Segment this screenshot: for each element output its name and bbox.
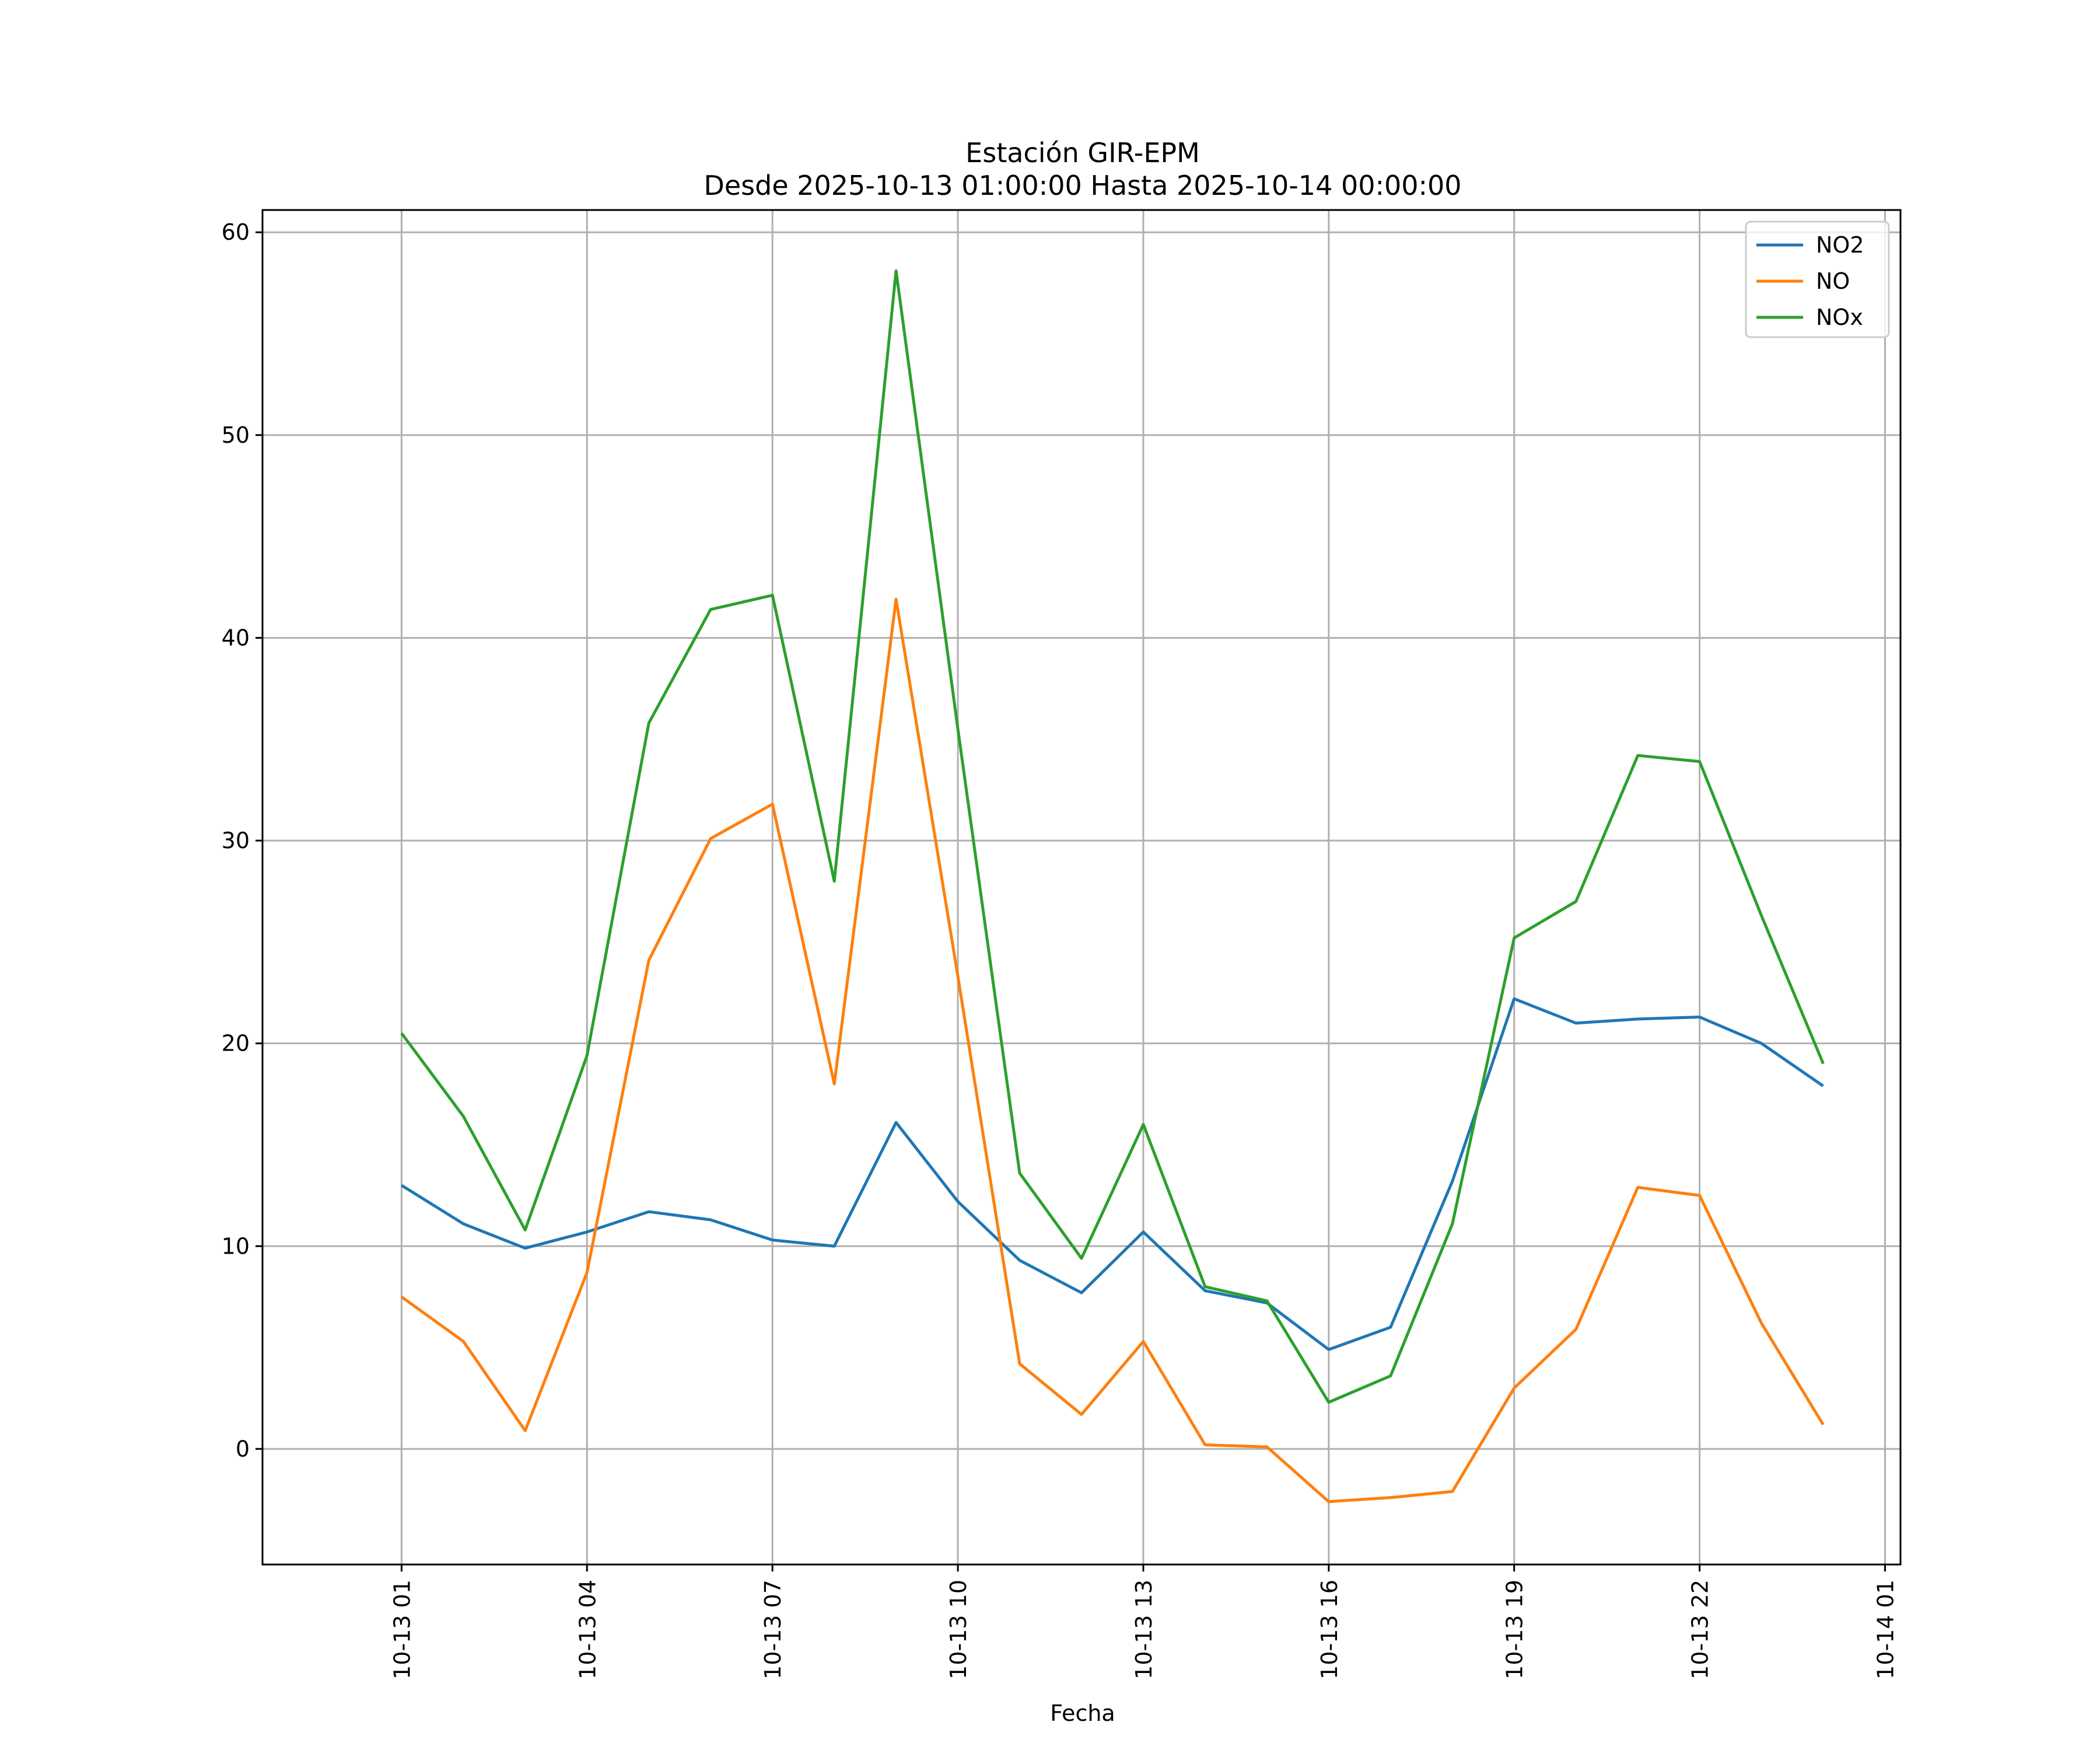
y-tick-label: 20 [222, 1031, 250, 1056]
legend-label-no2: NO2 [1816, 232, 1864, 258]
series-line-no [400, 597, 1825, 1503]
x-tick-label: 10-13 22 [1688, 1580, 1713, 1679]
y-tick-label: 0 [236, 1436, 250, 1462]
y-axis: 0 10 20 30 40 50 60 [222, 219, 262, 1462]
y-tick-label: 40 [222, 625, 250, 650]
x-tick-label: 10-14 01 [1873, 1580, 1899, 1679]
legend-label-nox: NOx [1816, 304, 1863, 330]
x-tick-label: 10-13 04 [575, 1580, 600, 1679]
x-axis-label: Fecha [1050, 1700, 1115, 1726]
x-tick-label: 10-13 19 [1502, 1580, 1528, 1679]
series-line-nox [400, 269, 1825, 1404]
x-tick-label: 10-13 16 [1317, 1580, 1342, 1679]
x-axis: 10-13 01 10-13 04 10-13 07 10-13 10 10-13 13… [389, 1564, 1899, 1679]
x-tick-label: 10-13 01 [389, 1580, 415, 1679]
chart-subtitle: Desde 2025-10-13 01:00:00 Hasta 2025-10-… [704, 170, 1461, 201]
plot-frame [261, 209, 1902, 1566]
x-tick-label: 10-13 07 [760, 1580, 786, 1679]
legend-label-no: NO [1816, 268, 1850, 294]
series-line-no2 [401, 997, 1824, 1351]
y-tick-label: 60 [222, 219, 250, 245]
chart-title: Estación GIR-EPM [965, 137, 1200, 169]
x-tick-label: 10-13 13 [1131, 1580, 1157, 1679]
legend-box [1745, 220, 1890, 338]
y-tick-label: 50 [222, 422, 250, 448]
grid [262, 210, 1901, 1564]
x-tick-label: 10-13 10 [946, 1580, 971, 1679]
series-layer [400, 269, 1825, 1503]
y-tick-label: 10 [222, 1233, 250, 1259]
y-tick-label: 30 [222, 828, 250, 853]
legend: NO2 NO NOx [1745, 220, 1890, 338]
